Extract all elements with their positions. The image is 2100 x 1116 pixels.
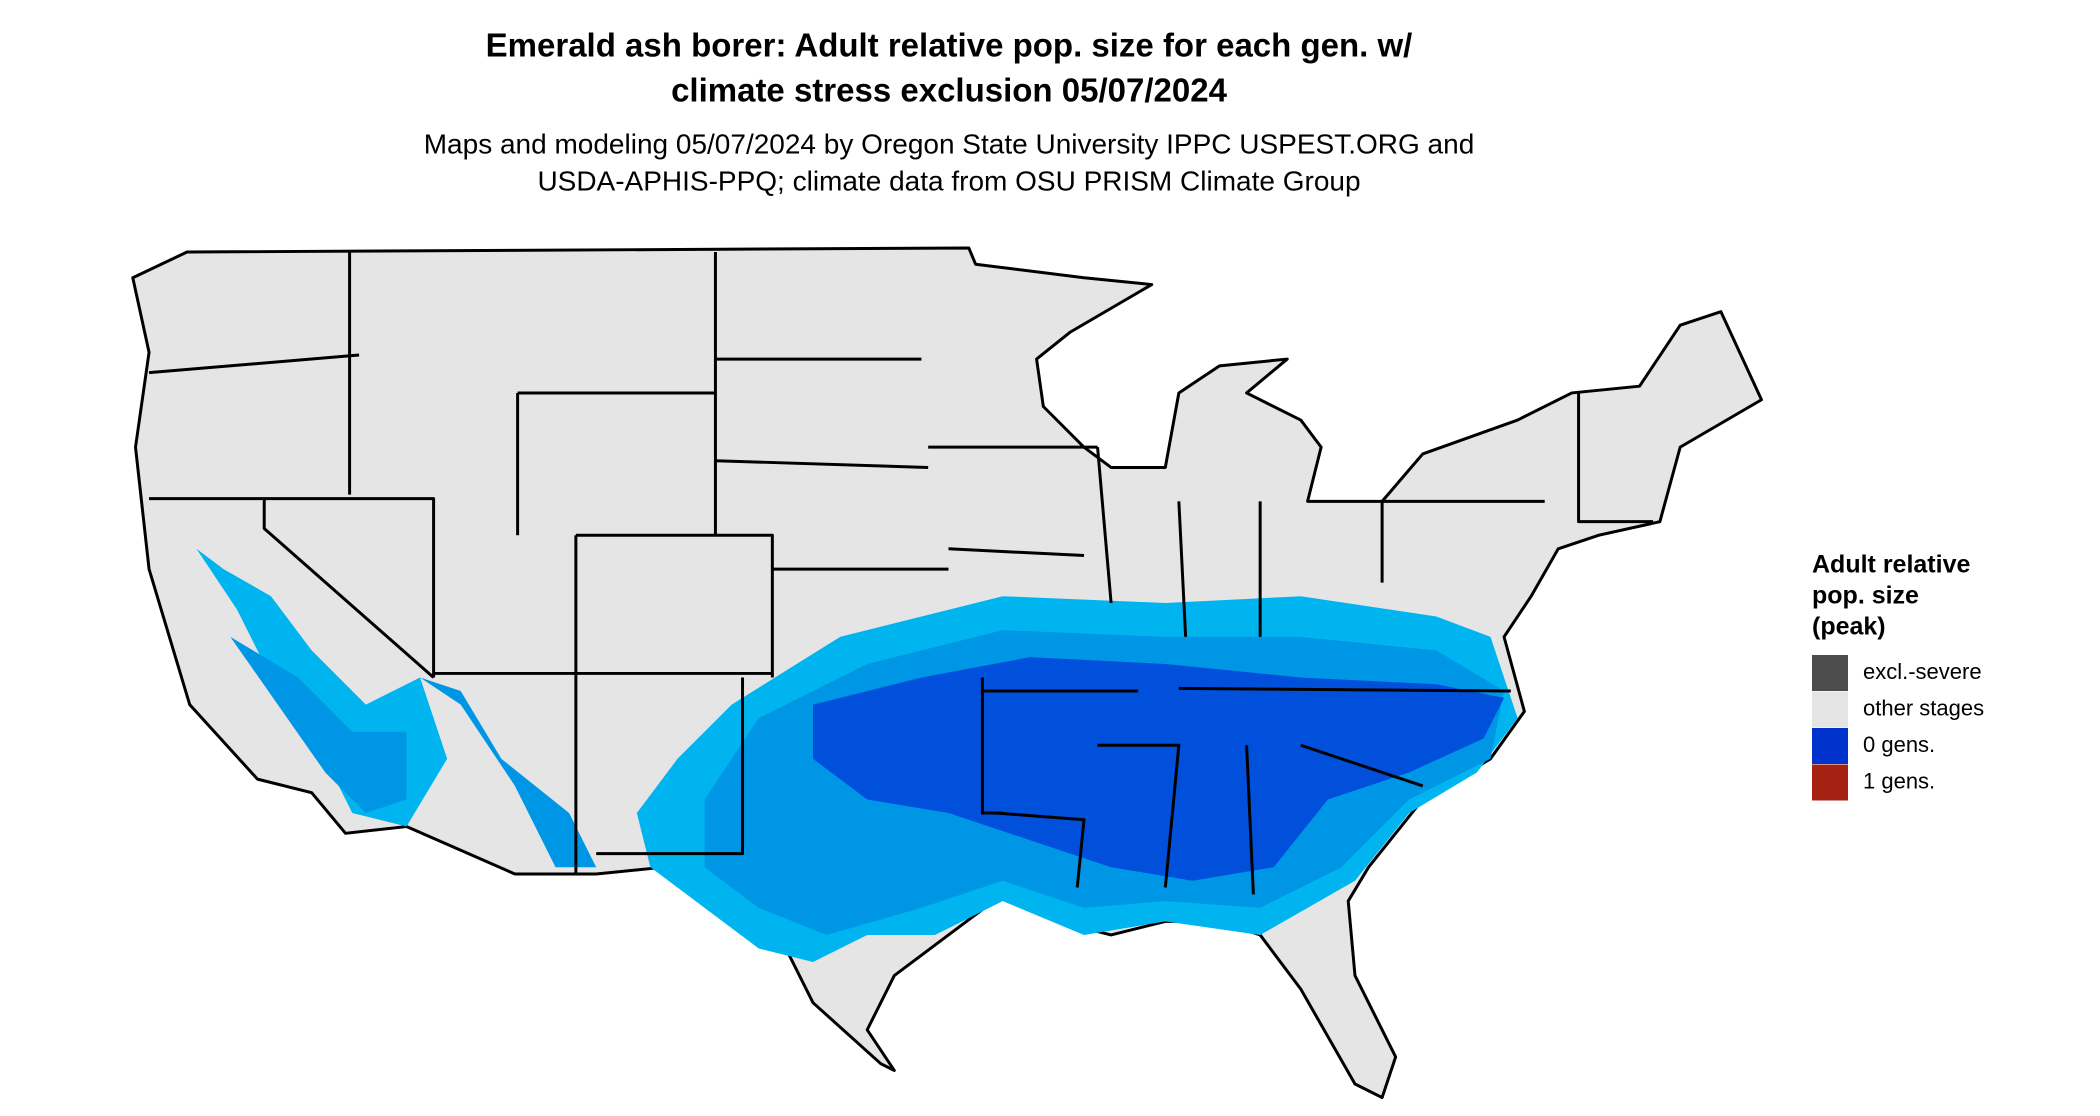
- legend-label: other stages: [1863, 695, 1984, 720]
- title-line: Emerald ash borer: Adult relative pop. s…: [486, 27, 1413, 64]
- legend-title-line: pop. size: [1812, 582, 1919, 610]
- legend-label: 1 gens.: [1863, 768, 1935, 793]
- legend-swatch: [1812, 655, 1848, 691]
- title-line: climate stress exclusion 05/07/2024: [671, 72, 1228, 109]
- legend-title-line: (peak): [1812, 613, 1886, 641]
- legend-label: 0 gens.: [1863, 732, 1935, 757]
- legend-label: excl.-severe: [1863, 659, 1982, 684]
- state-borders: [148, 252, 1654, 895]
- subtitle-line: Maps and modeling 05/07/2024 by Oregon S…: [424, 128, 1475, 159]
- legend-swatch: [1812, 691, 1848, 728]
- legend-swatch: [1812, 728, 1848, 764]
- subtitle-line: USDA-APHIS-PPQ; climate data from OSU PR…: [537, 165, 1360, 196]
- titles: Emerald ash borer: Adult relative pop. s…: [424, 27, 1475, 197]
- legend: Adult relative pop. size (peak) excl.-sever…: [1812, 551, 1984, 801]
- legend-swatch: [1812, 764, 1848, 801]
- legend-title-line: Adult relative: [1812, 551, 1970, 579]
- population-zones: [196, 548, 1518, 963]
- map: [131, 246, 1763, 1100]
